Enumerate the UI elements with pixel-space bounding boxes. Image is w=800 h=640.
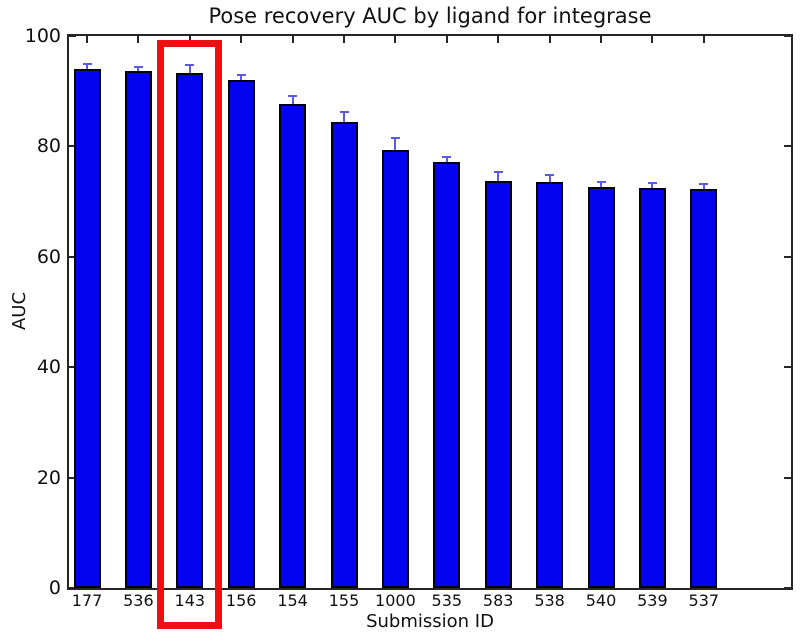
error-bar-cap [185, 64, 195, 67]
y-tick-label: 80 [36, 135, 61, 158]
bar [176, 72, 204, 588]
y-tick-label: 0 [48, 577, 61, 599]
x-tick-mark [651, 36, 654, 43]
error-bar-cap [236, 74, 246, 77]
bar [381, 149, 409, 588]
bar [587, 186, 615, 588]
error-bar [86, 64, 88, 70]
error-bar [240, 75, 243, 81]
x-tick-mark [445, 36, 448, 43]
y-tick-mark [69, 366, 76, 369]
x-tick-label: 143 [174, 591, 206, 610]
error-bar-cap [133, 66, 143, 69]
x-tick-mark [497, 36, 500, 43]
highlight-rect [157, 40, 223, 629]
error-bar-cap [699, 182, 709, 185]
y-tick-label: 20 [36, 466, 61, 489]
bar [330, 121, 358, 588]
x-tick-label: 177 [71, 591, 103, 610]
bar [124, 71, 152, 588]
y-tick-mark [69, 35, 76, 37]
error-bar-cap [442, 156, 452, 159]
error-bar-cap [390, 137, 400, 140]
chart-title: Pose recovery AUC by ligand for integras… [208, 4, 652, 28]
x-tick-label: 155 [328, 591, 360, 610]
error-bar-cap [82, 63, 92, 66]
x-tick-label: 538 [534, 591, 565, 610]
x-axis-label: Submission ID [366, 611, 494, 632]
error-bar-cap [545, 173, 555, 176]
bar [279, 104, 307, 588]
x-tick-label: 536 [123, 591, 154, 610]
x-tick-label: 1000 [375, 591, 416, 610]
y-tick-mark [784, 476, 791, 479]
x-tick-mark [394, 36, 397, 43]
bar [227, 80, 255, 588]
error-bar [497, 172, 500, 181]
x-tick-mark [86, 36, 88, 43]
error-bar [548, 174, 551, 182]
x-tick-label: 540 [585, 591, 617, 610]
error-bar [137, 67, 140, 72]
y-tick-mark [784, 366, 791, 369]
y-tick-mark [69, 587, 76, 589]
x-tick-mark [702, 36, 705, 43]
x-tick-label: 154 [277, 591, 308, 610]
x-tick-label: 537 [688, 591, 720, 610]
bar [690, 188, 718, 588]
error-bar-cap [596, 180, 606, 183]
error-bar [600, 181, 602, 187]
plot-area [67, 34, 793, 590]
x-tick-mark [343, 36, 345, 43]
error-bar-cap [493, 171, 503, 174]
y-tick-label: 100 [24, 25, 61, 47]
error-bar [291, 96, 294, 105]
y-tick-mark [69, 255, 76, 258]
y-tick-mark [69, 476, 76, 479]
y-axis-label: AUC [9, 291, 30, 331]
y-tick-mark [69, 145, 76, 148]
error-bar-cap [647, 182, 657, 185]
y-tick-mark [784, 35, 791, 37]
error-bar [702, 183, 705, 189]
x-tick-mark [188, 36, 191, 43]
x-tick-label: 156 [225, 591, 257, 610]
bar [73, 69, 101, 588]
error-bar [188, 65, 191, 73]
y-tick-label: 60 [36, 245, 61, 268]
bar [638, 188, 666, 588]
error-bar [445, 157, 448, 162]
x-tick-mark [600, 36, 602, 43]
bar [484, 180, 512, 588]
error-bar [343, 112, 345, 122]
error-bar [394, 138, 397, 150]
error-bar-cap [339, 111, 349, 114]
error-bar [651, 183, 654, 189]
x-tick-mark [137, 36, 140, 43]
x-tick-label: 583 [482, 591, 514, 610]
y-tick-mark [784, 145, 791, 148]
x-tick-label: 535 [431, 591, 463, 610]
x-tick-mark [548, 36, 551, 43]
x-tick-mark [291, 36, 294, 43]
x-tick-mark [240, 36, 243, 43]
bar [433, 161, 461, 588]
y-tick-mark [784, 587, 791, 589]
x-tick-label: 539 [637, 591, 668, 610]
y-tick-mark [784, 255, 791, 258]
error-bar-cap [288, 95, 298, 98]
bar [536, 181, 564, 588]
y-tick-label: 40 [36, 356, 61, 379]
